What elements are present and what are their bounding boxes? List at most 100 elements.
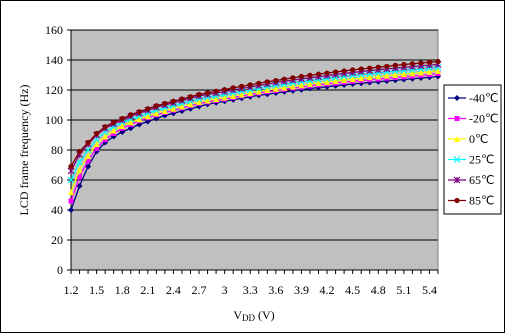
data-point (400, 71, 407, 78)
data-point (357, 71, 365, 79)
data-point (273, 77, 279, 84)
data-point (307, 72, 313, 78)
data-point (408, 66, 416, 74)
legend-entry: 65℃ (448, 173, 494, 187)
data-point (162, 100, 168, 107)
data-point (392, 62, 398, 68)
data-point (119, 123, 126, 129)
x-axis-title-unit: (V) (255, 308, 275, 322)
legend-entry: 25℃ (448, 153, 494, 167)
data-point (417, 65, 425, 73)
data-point (358, 75, 365, 82)
data-point (136, 109, 142, 115)
data-point (110, 127, 117, 134)
y-tick-label: 20 (51, 233, 63, 247)
legend-swatch-marker (454, 95, 460, 101)
data-point (239, 83, 245, 89)
data-point (418, 60, 424, 66)
data-point (341, 68, 347, 74)
data-point (178, 103, 185, 110)
data-point (383, 68, 391, 76)
legend-entry: -40℃ (448, 91, 498, 105)
series-3 (68, 67, 441, 195)
data-point (76, 183, 83, 189)
data-point (281, 76, 287, 82)
data-point (94, 146, 100, 151)
x-tick-label: 3.6 (268, 283, 283, 297)
legend-label: 85℃ (469, 194, 494, 208)
data-point (435, 58, 441, 65)
data-point (417, 69, 424, 76)
data-point (136, 116, 143, 123)
data-point (230, 85, 236, 91)
series-line (70, 66, 439, 181)
data-point (289, 83, 296, 90)
data-point (306, 81, 313, 87)
legend-swatch-marker (454, 136, 460, 142)
legend-swatch-marker (454, 116, 460, 121)
data-point (85, 158, 91, 163)
data-point (349, 76, 356, 83)
x-tick-label: 2.4 (166, 283, 181, 297)
data-point (179, 96, 185, 102)
data-point (315, 79, 322, 86)
data-point (366, 70, 374, 78)
legend-label: 0℃ (469, 132, 488, 146)
data-point (383, 72, 390, 79)
data-point (264, 87, 271, 93)
data-point (374, 69, 382, 77)
data-point (76, 158, 83, 166)
y-tick-label: 0 (57, 263, 63, 277)
data-point (68, 207, 74, 213)
data-point (247, 90, 254, 96)
data-point (426, 59, 433, 65)
y-tick-label: 60 (51, 173, 63, 187)
data-point (391, 67, 399, 75)
y-tick-label: 80 (51, 143, 63, 157)
data-point (255, 88, 262, 95)
data-point (324, 70, 330, 76)
data-point (68, 198, 74, 204)
data-point (170, 98, 177, 104)
series-6 (68, 58, 441, 170)
data-point (68, 163, 74, 170)
x-axis-title: VDD (V) (233, 308, 274, 323)
data-point (366, 74, 373, 81)
data-point (187, 101, 194, 108)
y-tick-label: 40 (51, 203, 63, 217)
data-point (144, 113, 151, 120)
data-point (375, 64, 381, 70)
data-point (153, 103, 159, 109)
legend-swatch-marker (453, 176, 461, 184)
data-point (247, 82, 253, 88)
data-point (426, 68, 433, 75)
x-axis-title-subscript: DD (242, 313, 255, 323)
data-point (256, 80, 262, 86)
data-point (187, 94, 194, 100)
x-tick-label: 2.7 (192, 283, 207, 297)
x-tick-label: 4.5 (345, 283, 360, 297)
data-point (213, 96, 220, 102)
y-tick-label: 100 (45, 113, 63, 127)
data-point (400, 67, 408, 74)
data-point (119, 115, 125, 122)
data-point (230, 93, 237, 99)
data-point (102, 133, 109, 140)
data-point (392, 71, 399, 78)
x-tick-label: 5.4 (422, 283, 437, 297)
data-point (375, 73, 382, 80)
data-point (222, 86, 228, 93)
data-point (204, 90, 211, 96)
legend-label: 25℃ (469, 153, 494, 167)
x-tick-label: 1.5 (89, 283, 104, 297)
legend: -40℃ -20℃ 0℃ 25℃ 65℃ 85℃ (443, 84, 502, 215)
data-point (204, 97, 211, 104)
data-point (76, 166, 83, 173)
data-point (358, 66, 364, 72)
data-point (298, 82, 305, 89)
legend-swatch-marker (453, 156, 461, 163)
data-point (77, 174, 83, 180)
data-point (221, 94, 228, 101)
